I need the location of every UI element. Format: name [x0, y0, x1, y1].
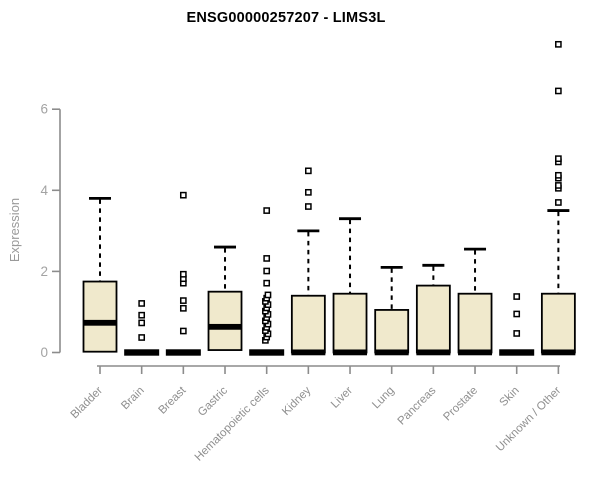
box-lung [374, 309, 410, 354]
y-tick-label: 4 [40, 183, 48, 198]
median-kidney [291, 349, 326, 356]
x-tick-label: Brain [119, 385, 146, 412]
outlier-point-brain [138, 311, 146, 319]
median-gastric [208, 323, 243, 330]
chart-title: ENSG00000257207 - LIMS3L [186, 10, 386, 26]
box-prostate [457, 292, 493, 354]
outlier-point-hematopoietic-cells [263, 207, 271, 214]
outlier-point-breast [179, 270, 187, 278]
x-tick-label: Gastric [196, 384, 230, 418]
outlier-point-brain [138, 319, 146, 327]
outlier-point-unknown-other [555, 155, 562, 163]
outlier-point-hematopoietic-cells [264, 291, 272, 299]
outlier-point-unknown-other [555, 182, 562, 189]
median-liver [333, 349, 368, 356]
outlier-point-breast [179, 304, 187, 312]
x-tick-label: Hematopoietic cells [193, 384, 272, 463]
box-collapsed-hematopoietic-cells [249, 349, 285, 356]
outlier-point-breast [179, 191, 187, 199]
median-lung [374, 349, 409, 356]
box-kidney [290, 294, 326, 354]
box-liver [332, 292, 368, 354]
outlier-point-brain [138, 334, 146, 341]
outlier-point-unknown-other [555, 171, 562, 179]
x-tick-label: Prostate [441, 385, 480, 424]
box-bladder [82, 280, 118, 353]
x-tick-label: Bladder [69, 385, 106, 422]
box-collapsed-brain [124, 349, 160, 356]
outlier-point-breast [179, 297, 187, 304]
outlier-point-kidney [305, 167, 312, 175]
x-tick-label: Kidney [280, 384, 314, 418]
box-pancreas [415, 284, 451, 354]
outlier-point-skin [513, 293, 521, 300]
x-tick-label: Breast [156, 384, 189, 417]
median-unknown-other [541, 349, 576, 356]
outlier-point-unknown-other [555, 40, 562, 48]
x-tick-label: Pancreas [396, 384, 439, 427]
outlier-point-skin [513, 330, 521, 337]
median-bladder [83, 319, 117, 326]
outlier-point-kidney [305, 203, 312, 210]
median-pancreas [416, 349, 451, 356]
outlier-point-unknown-other [555, 87, 562, 95]
box-unknown-other [540, 292, 576, 354]
outlier-point-hematopoietic-cells [263, 279, 271, 287]
outlier-point-kidney [305, 188, 312, 196]
outlier-point-hematopoietic-cells [263, 255, 271, 262]
outlier-point-brain [138, 300, 146, 307]
y-tick-label: 6 [40, 102, 48, 117]
outlier-point-breast [179, 327, 187, 335]
x-tick-label: Skin [498, 385, 522, 409]
median-prostate [458, 349, 493, 356]
box-collapsed-skin [499, 349, 535, 356]
y-tick-label: 0 [40, 345, 48, 360]
outlier-point-unknown-other [555, 199, 562, 206]
box-collapsed-breast [165, 349, 201, 356]
y-tick-label: 2 [40, 264, 48, 279]
x-tick-label: Lung [370, 385, 397, 412]
box-gastric [207, 290, 243, 351]
x-tick-label: Liver [329, 385, 355, 411]
outlier-point-hematopoietic-cells [263, 267, 271, 275]
outlier-point-skin [513, 310, 521, 318]
